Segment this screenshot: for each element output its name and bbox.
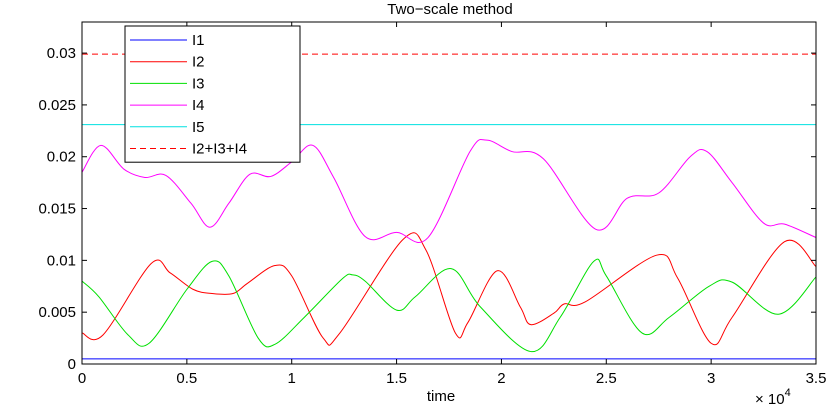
legend-label-4: I4 bbox=[192, 97, 205, 114]
x-tick-label: 0.5 bbox=[176, 370, 197, 387]
x-multiplier-exponent: 4 bbox=[785, 387, 791, 399]
x-tick-label: 3.5 bbox=[806, 370, 827, 387]
axes: 0 0.5 1 1.5 2 2.5 3 3.5 0 0.005 0.01 0.015 0.02 0.025… bbox=[38, 21, 827, 387]
legend-label-3: I3 bbox=[192, 75, 205, 92]
x-tick-label: 2.5 bbox=[596, 370, 617, 387]
axes-box bbox=[81, 21, 817, 365]
y-tick-label: 0.005 bbox=[38, 304, 76, 321]
legend-label-6: I2+I3+I4 bbox=[192, 141, 247, 158]
x-axis-label: time bbox=[427, 388, 455, 405]
x-multiplier-base: × 10 bbox=[755, 391, 785, 408]
legend-box bbox=[124, 25, 301, 163]
legend-label-5: I5 bbox=[192, 119, 205, 136]
y-tick-label: 0.025 bbox=[38, 97, 76, 114]
x-tick-label: 1.5 bbox=[386, 370, 407, 387]
y-tick-label: 0.01 bbox=[47, 252, 76, 269]
x-tick-label: 2 bbox=[497, 370, 505, 387]
x-tick-label: 0 bbox=[78, 370, 86, 387]
x-tick-label: 3 bbox=[707, 370, 715, 387]
y-tick-label: 0.015 bbox=[38, 201, 76, 218]
x-multiplier: × 104 bbox=[755, 387, 791, 408]
series-line-2 bbox=[82, 232, 816, 346]
y-tick-label: 0.02 bbox=[47, 149, 76, 166]
series-line-3 bbox=[82, 258, 816, 353]
chart-title: Two−scale method bbox=[387, 1, 513, 18]
x-tick-label: 1 bbox=[288, 370, 296, 387]
y-tick-label: 0 bbox=[68, 356, 76, 373]
legend: I1 I2 I3 I4 I5 I2+I3+I4 bbox=[124, 25, 301, 163]
legend-label-2: I2 bbox=[192, 54, 205, 71]
y-tick-label: 0.03 bbox=[47, 45, 76, 62]
legend-label-1: I1 bbox=[192, 32, 205, 49]
series-line-4 bbox=[82, 138, 816, 243]
